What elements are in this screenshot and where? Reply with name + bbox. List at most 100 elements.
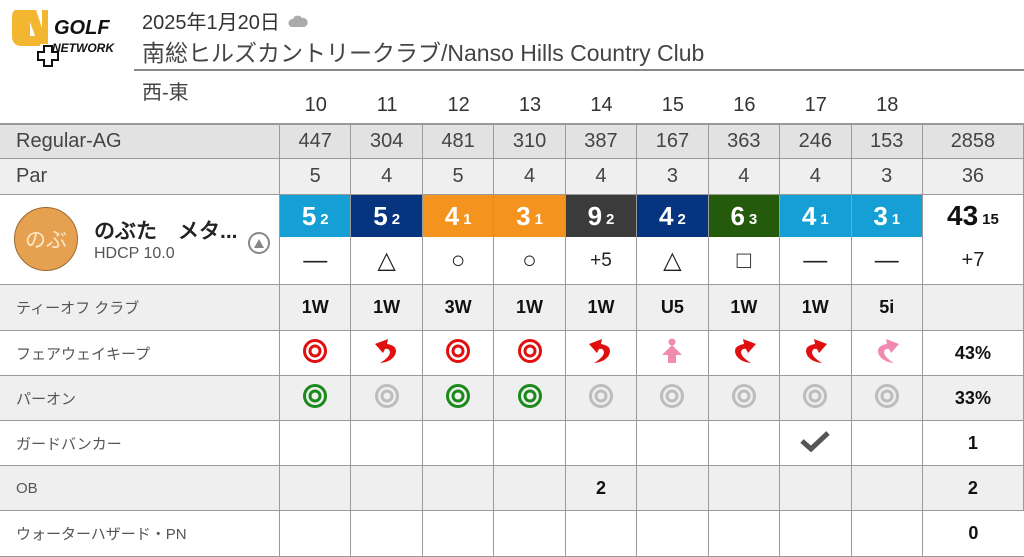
player-name: のぶた メタ...	[94, 220, 238, 243]
ob-cell	[494, 466, 566, 511]
course-name: 南総ヒルズカントリークラブ/Nanso Hills Country Club	[142, 40, 705, 66]
hole-result: □	[708, 237, 781, 285]
ob-cell	[280, 466, 352, 511]
ob-cell	[351, 466, 423, 511]
hole-result: —	[780, 237, 852, 285]
par_on-total: 33%	[922, 376, 1024, 421]
hole-number: 13	[518, 94, 542, 116]
miss-right-arrow-icon	[801, 338, 829, 369]
player-info: のぶ のぶた メタ... HDCP 10.0	[0, 195, 280, 285]
fairway-cell	[422, 331, 495, 376]
yardage-cell: 387	[565, 125, 638, 159]
par_on-label: パーオン	[0, 376, 280, 421]
par-cell: 4	[565, 159, 638, 195]
player-hdcp: HDCP 10.0	[94, 245, 175, 262]
gray-on-icon	[874, 383, 900, 414]
green-on-icon	[445, 383, 471, 414]
hole-result: +5	[565, 237, 638, 285]
par_on-cell	[637, 376, 709, 421]
hole-result: —	[280, 237, 352, 285]
strokes: 9	[587, 200, 603, 231]
ob-total: 2	[922, 466, 1024, 511]
fairway-cell	[494, 331, 566, 376]
fairway-cell	[851, 331, 923, 376]
miss-left-arrow-icon	[373, 338, 401, 369]
hole-number: 10	[304, 94, 327, 116]
fairway-cell	[637, 331, 709, 376]
tee_club-cell: 1W	[780, 285, 852, 331]
tee_club-cell: 1W	[494, 285, 566, 331]
hole-number: 14	[590, 94, 613, 116]
yardage-cell: 246	[780, 125, 852, 159]
par-label: Par	[0, 159, 280, 195]
putts: 2	[606, 210, 615, 228]
total-putts: 15	[982, 210, 999, 228]
tee_club-cell: U5	[637, 285, 709, 331]
strokes: 5	[373, 200, 388, 231]
water-cell	[280, 511, 352, 557]
svg-text:GOLF: GOLF	[54, 17, 110, 39]
hole-result: △	[351, 237, 423, 285]
bunker-cell	[351, 421, 423, 466]
par-cell: 3	[637, 159, 709, 195]
ob-cell	[708, 466, 781, 511]
golf-network-logo: GOLF NETWORK	[12, 10, 115, 67]
yardage-cell: 167	[637, 125, 709, 159]
gray-on-icon	[374, 383, 400, 414]
bunker-total: 1	[922, 421, 1024, 466]
par_on-cell	[780, 376, 852, 421]
collapse-button[interactable]	[248, 232, 270, 254]
strokes: 4	[659, 200, 674, 231]
bunker-cell	[780, 421, 852, 466]
putts: 1	[534, 210, 543, 228]
fairway-label: フェアウェイキープ	[0, 331, 280, 376]
hole-number: 16	[733, 94, 756, 116]
tee_club-cell: 3W	[422, 285, 495, 331]
strokes: 3	[873, 200, 888, 231]
ob-cell	[637, 466, 709, 511]
water-cell	[637, 511, 709, 557]
fairway-cell	[351, 331, 423, 376]
putts: 2	[391, 210, 401, 228]
yardage-cell: 481	[422, 125, 495, 159]
hole-result: —	[851, 237, 923, 285]
hole-number: 12	[447, 94, 470, 116]
hole-number-row: 10 11 12 13 14 15 16 17 18	[0, 94, 1024, 117]
hole-number: 17	[804, 94, 827, 116]
scorecard-table: Regular-AG 447 304 481 310 387 167 363 246 153 285…	[0, 123, 1024, 557]
miss-right-pink-arrow-icon	[873, 338, 901, 369]
cloud-icon	[288, 15, 308, 27]
putts: 1	[820, 210, 829, 228]
putts: 3	[748, 210, 758, 228]
triangle-up-icon	[254, 238, 264, 248]
par-cell: 4	[780, 159, 852, 195]
par_on-cell	[422, 376, 495, 421]
tee_club-total	[922, 285, 1024, 331]
yardage-cell: 153	[851, 125, 923, 159]
water-cell	[351, 511, 423, 557]
gray-on-icon	[588, 383, 614, 414]
par_on-cell	[851, 376, 923, 421]
fairway-cell	[280, 331, 352, 376]
result-total: +7	[922, 237, 1024, 285]
par-cell: 5	[280, 159, 352, 195]
water-cell	[494, 511, 566, 557]
tee_club-cell: 1W	[351, 285, 423, 331]
ob-label: OB	[0, 466, 280, 511]
par-cell: 3	[851, 159, 923, 195]
route-label: 西-東	[142, 82, 189, 104]
green-on-icon	[517, 383, 543, 414]
miss-right-arrow-icon	[730, 338, 758, 369]
bunker-label: ガードバンカー	[0, 421, 280, 466]
par_on-cell	[494, 376, 566, 421]
fairway-total: 43%	[922, 331, 1024, 376]
